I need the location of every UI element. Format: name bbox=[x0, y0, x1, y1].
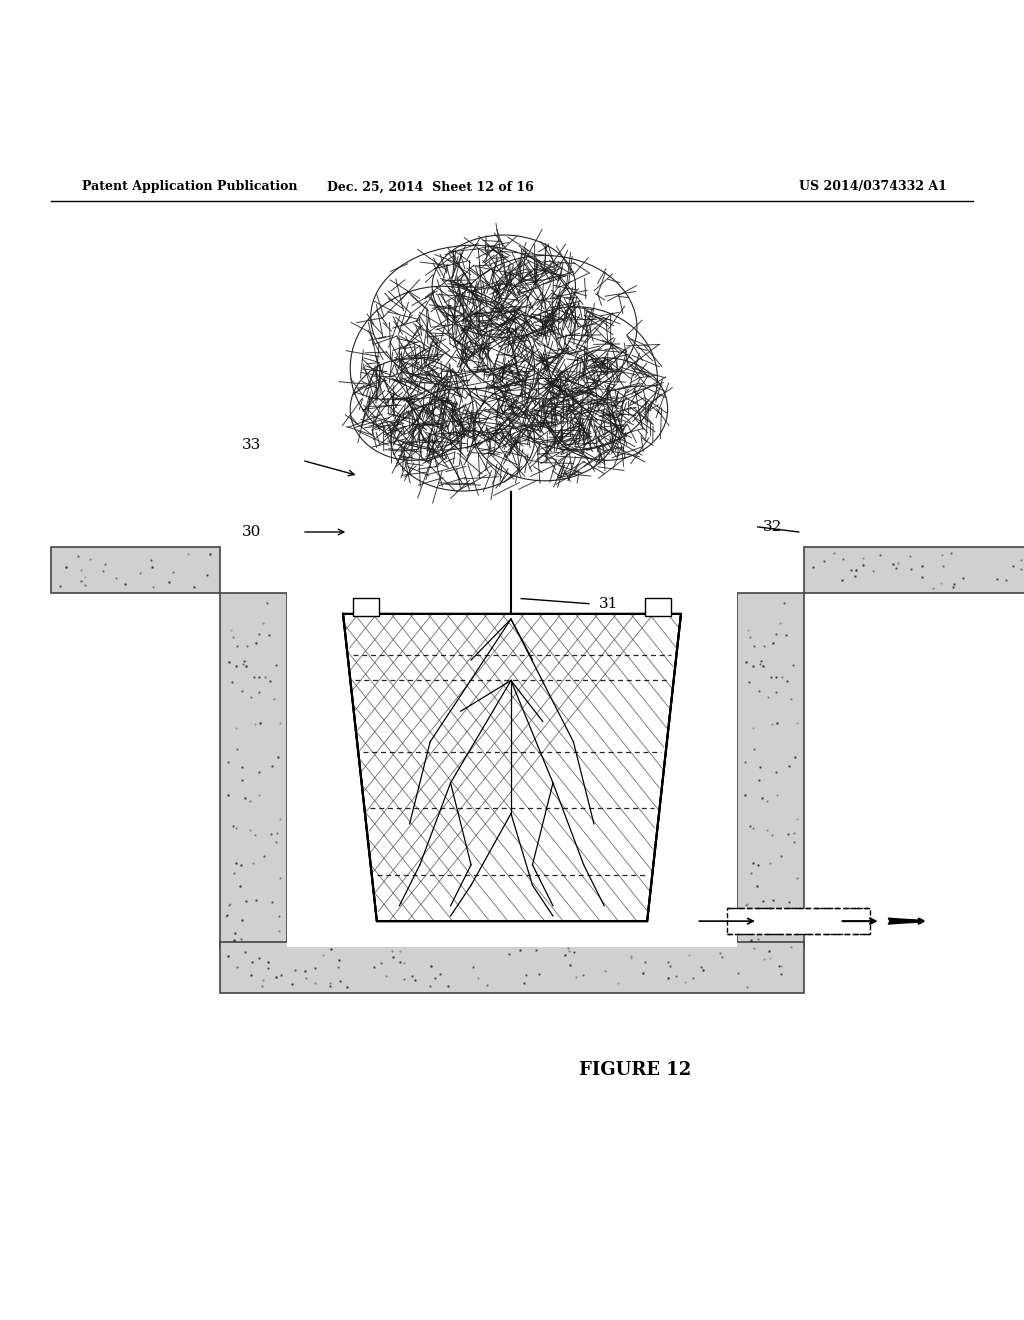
Bar bbox=[51, 548, 220, 594]
Text: FIGURE 12: FIGURE 12 bbox=[579, 1060, 691, 1078]
Text: 30: 30 bbox=[242, 525, 261, 539]
Bar bbox=[804, 548, 1024, 594]
Text: Patent Application Publication: Patent Application Publication bbox=[82, 181, 297, 194]
Ellipse shape bbox=[453, 256, 637, 399]
Ellipse shape bbox=[350, 286, 535, 450]
Text: Dec. 25, 2014  Sheet 12 of 16: Dec. 25, 2014 Sheet 12 of 16 bbox=[327, 181, 534, 194]
Ellipse shape bbox=[494, 379, 637, 480]
Text: 31: 31 bbox=[599, 597, 618, 611]
Ellipse shape bbox=[350, 358, 473, 461]
Bar bbox=[737, 594, 804, 946]
Text: US 2014/0374332 A1: US 2014/0374332 A1 bbox=[799, 181, 946, 194]
Bar bbox=[727, 908, 870, 935]
Bar bbox=[645, 598, 671, 616]
Ellipse shape bbox=[381, 286, 627, 491]
Bar bbox=[220, 941, 804, 993]
Text: 33: 33 bbox=[242, 438, 261, 451]
Polygon shape bbox=[343, 614, 681, 921]
Bar bbox=[287, 589, 737, 946]
Bar bbox=[353, 598, 379, 616]
Ellipse shape bbox=[391, 388, 535, 491]
Text: 32: 32 bbox=[763, 520, 782, 533]
Bar bbox=[220, 594, 287, 946]
Ellipse shape bbox=[371, 246, 575, 388]
Ellipse shape bbox=[545, 358, 668, 461]
Ellipse shape bbox=[494, 306, 657, 450]
Ellipse shape bbox=[432, 235, 575, 338]
